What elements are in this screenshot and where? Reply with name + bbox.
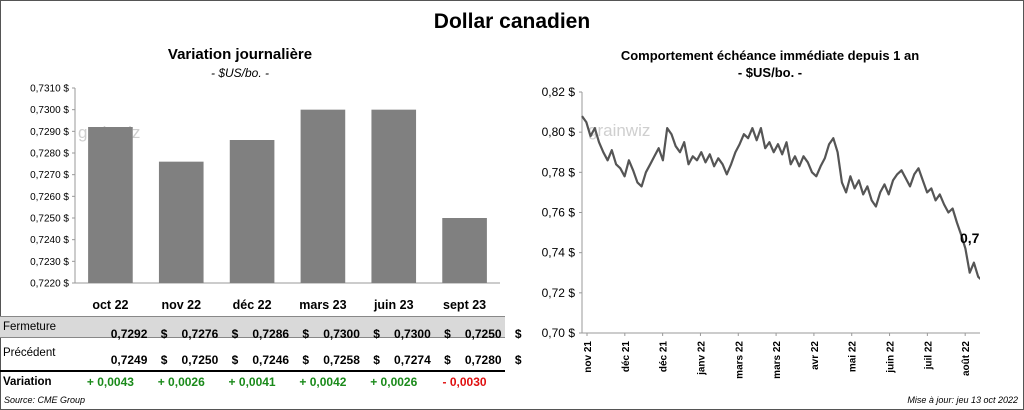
cell-value: 0,7274	[394, 353, 431, 367]
line-chart-series	[581, 115, 980, 281]
bar-y-tick-label: 0,7260 $	[30, 192, 69, 203]
bar-category-label: mars 23	[299, 298, 346, 312]
cell-value: 0,7258	[323, 353, 360, 367]
line-x-tick-label: avr 22	[810, 341, 821, 370]
bar-chart-bars	[88, 109, 487, 284]
price-series-line	[581, 115, 980, 281]
bar	[229, 140, 275, 283]
bar-y-tick-label: 0,7240 $	[30, 235, 69, 246]
line-y-tick-label: 0,82 $	[542, 85, 576, 99]
line-y-tick-label: 0,70 $	[542, 326, 576, 340]
table-row-precedent: Précédent 0,7249 $0,7250 $0,7246 $0,7258 $0,…	[0, 342, 522, 367]
variation-value: + 0,0026	[370, 375, 418, 389]
right-chart-title: Comportement échéance immédiate depuis 1…	[620, 48, 920, 63]
line-y-tick-label: 0,72 $	[542, 286, 576, 300]
bar-chart-categories: oct 22 nov 22 déc 22 mars 23 juin 23 sept 23	[92, 298, 486, 312]
bar-category-label: sept 23	[443, 298, 486, 312]
left-chart-subtitle: - $US/bo. -	[210, 66, 270, 80]
update-note: Mise à jour: jeu 13 oct 2022	[907, 395, 1018, 405]
table-row-variation: Variation + 0,0043 + 0,0026 + 0,0041 + 0,00…	[0, 370, 505, 392]
cell-value: 0,7280	[464, 353, 502, 367]
line-y-tick-label: 0,76 $	[542, 206, 576, 220]
line-y-tick-label: 0,80 $	[542, 125, 576, 139]
bar-category-label: nov 22	[161, 298, 201, 312]
bar-y-tick-label: 0,7250 $	[30, 214, 69, 225]
line-x-tick-label: déc 21	[621, 341, 632, 373]
cell-currency: $	[373, 327, 380, 341]
cell-currency: $	[231, 327, 239, 341]
table-row-fermeture: Fermeture 0,7292 $0,7276 $0,7286 $0,7300 $0,…	[0, 316, 522, 341]
source-note: Source: CME Group	[4, 395, 86, 405]
bar-y-tick-label: 0,7270 $	[30, 170, 69, 181]
variation-value: + 0,0042	[299, 375, 347, 389]
page-title: Dollar canadien	[433, 10, 591, 33]
right-chart-subtitle: - $US/bo. -	[737, 65, 803, 80]
cell-value: 0,7292	[110, 327, 148, 341]
variation-value: + 0,0026	[157, 375, 205, 389]
line-x-tick-label: mai 22	[848, 341, 859, 373]
line-chart-axes: 0,70 $ 0,72 $ 0,74 $ 0,76 $ 0,78 $ 0,80 $ 0,82…	[542, 85, 980, 379]
cell-value: 0,7276	[181, 327, 219, 341]
line-y-tick-label: 0,74 $	[542, 246, 576, 260]
bar-y-tick-label: 0,7230 $	[30, 257, 69, 268]
bar	[300, 109, 346, 284]
variation-value: + 0,0041	[228, 375, 276, 389]
cell-currency: $	[444, 327, 451, 341]
bar	[158, 161, 204, 283]
cell-value: 0,7300	[323, 327, 360, 341]
bar-chart: grainwiz 0,7220 $0,7230 $0,7240 $0,7250 …	[30, 84, 500, 312]
bar-chart-axes: 0,7220 $ 0,7230 $ 0,7240 $ 0,7250 $ 0,7260 $…	[30, 84, 500, 290]
bar	[442, 218, 487, 283]
row-label: Précédent	[3, 347, 56, 359]
line-x-tick-label: déc 21	[659, 341, 670, 373]
line-x-tick-label: mars 22	[734, 341, 745, 379]
bar-category-label: juin 23	[373, 298, 414, 312]
bar	[88, 127, 133, 283]
bar-y-tick-label: 0,7220 $	[30, 279, 69, 290]
line-x-tick-label: nov 21	[583, 341, 594, 373]
variation-value: - 0,0030	[442, 375, 487, 389]
cell-currency: $	[302, 327, 310, 341]
cell-currency: $	[160, 327, 168, 341]
cell-currency: $	[444, 353, 451, 367]
bar	[371, 109, 417, 284]
cell-currency: $	[514, 353, 522, 367]
cell-currency: $	[231, 353, 239, 367]
cell-currency: $	[514, 327, 522, 341]
row-label: Fermeture	[3, 321, 57, 333]
cell-value: 0,7250	[181, 353, 219, 367]
left-chart-title: Variation journalière	[167, 46, 313, 63]
cell-value: 0,7246	[252, 353, 290, 367]
line-x-tick-label: juin 22	[886, 341, 897, 374]
line-y-tick-label: 0,78 $	[542, 165, 576, 179]
line-x-tick-label: juil 22	[923, 341, 934, 371]
cell-value: 0,7250	[464, 327, 502, 341]
bar-y-tick-label: 0,7300 $	[30, 105, 69, 116]
cell-currency: $	[160, 353, 168, 367]
cell-value: 0,7249	[110, 353, 148, 367]
cell-currency: $	[373, 353, 380, 367]
line-x-tick-label: août 22	[961, 341, 972, 376]
bar-category-label: oct 22	[92, 298, 128, 312]
cell-value: 0,7286	[252, 327, 290, 341]
variation-value: + 0,0043	[86, 375, 134, 389]
bar-y-tick-label: 0,7280 $	[30, 149, 69, 160]
line-chart: grainwiz 0,70 $0,72 $0,74 $0,76 $0,78 $0…	[542, 85, 980, 379]
last-value-annotation: 0,7292 $	[960, 230, 980, 246]
bar-y-tick-label: 0,7290 $	[30, 127, 69, 138]
bar-y-tick-label: 0,7310 $	[30, 84, 69, 95]
row-label: Variation	[3, 376, 52, 388]
cell-value: 0,7300	[394, 327, 431, 341]
line-x-tick-label: mars 22	[772, 341, 783, 379]
right-watermark: grainwiz	[588, 121, 650, 140]
cell-currency: $	[302, 353, 310, 367]
bar-category-label: déc 22	[233, 298, 272, 312]
line-x-tick-label: janv 22	[696, 341, 707, 376]
